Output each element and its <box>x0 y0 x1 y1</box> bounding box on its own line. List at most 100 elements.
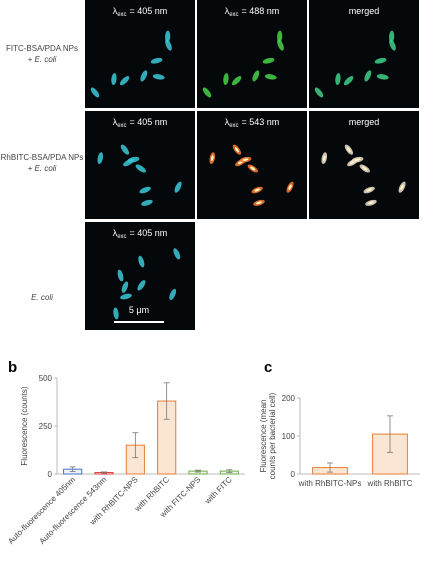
cell <box>120 144 130 155</box>
cell <box>231 76 242 86</box>
image-bg <box>309 111 419 219</box>
header-text: = 405 nm <box>130 117 168 127</box>
error-bar <box>226 469 233 473</box>
subscript: exc <box>229 12 238 18</box>
cell <box>169 288 177 301</box>
row-species: + E. coli <box>28 55 57 64</box>
cell <box>223 73 229 86</box>
y-axis-label: Fluorescence (counts) <box>20 386 29 465</box>
row-species: E. coli <box>31 293 53 302</box>
cell-core <box>234 147 239 153</box>
cell <box>314 87 324 98</box>
cell <box>335 73 341 86</box>
cell <box>97 152 104 165</box>
image-header: λexc = 405 nm <box>113 117 168 129</box>
error-bar <box>69 466 76 472</box>
y-tick-label: 0 <box>48 470 53 479</box>
y-tick-label: 100 <box>282 432 296 441</box>
panel-label: c <box>264 359 272 376</box>
y-tick-label: 200 <box>282 394 296 403</box>
cell <box>119 76 130 86</box>
cell-core <box>256 201 262 205</box>
cell-core <box>288 184 292 190</box>
cell <box>140 70 148 82</box>
cell <box>165 30 171 43</box>
error-bar <box>101 471 107 474</box>
error-bar <box>327 462 333 473</box>
header-text: merged <box>349 117 380 127</box>
image-bg <box>85 111 195 219</box>
y-tick-label: 500 <box>39 374 53 383</box>
row-species: + E. coli <box>28 164 57 173</box>
cell <box>173 248 181 260</box>
cell <box>139 186 151 194</box>
bar <box>372 433 408 475</box>
row-label: FITC-BSA/PDA NPs <box>6 44 78 53</box>
cell <box>111 73 117 86</box>
cell <box>343 76 354 86</box>
cell-core <box>354 158 361 161</box>
cell-core <box>242 158 249 161</box>
image-bg <box>85 0 195 108</box>
micrograph: merged <box>309 111 419 219</box>
error-bar <box>195 469 201 473</box>
image-header: λexc = 405 nm <box>113 6 168 18</box>
image-header: λexc = 405 nm <box>113 228 168 240</box>
error-bar <box>387 415 393 453</box>
cell-core <box>254 188 260 192</box>
micrograph: λexc = 488 nm <box>197 0 307 108</box>
image-bg <box>197 0 307 108</box>
error-bar <box>132 432 139 459</box>
x-tick-label: with RhBITC <box>367 479 413 488</box>
header-text: merged <box>349 6 380 16</box>
symbol: λ <box>113 6 118 16</box>
cell <box>174 181 182 193</box>
cell-core <box>322 155 326 162</box>
image-bg <box>197 111 307 219</box>
y-axis-label: Fluorescence (meancounts per bacterial c… <box>259 392 277 479</box>
header-text: = 405 nm <box>130 6 168 16</box>
symbol: λ <box>113 228 118 238</box>
micrograph: λexc = 405 nm <box>85 222 195 330</box>
cell <box>150 57 163 64</box>
symbol: λ <box>225 117 230 127</box>
y-tick-label: 250 <box>39 422 53 431</box>
image-bg <box>85 222 195 330</box>
cell <box>376 74 389 80</box>
symbol: λ <box>225 6 230 16</box>
cell <box>120 293 132 300</box>
cell-core <box>346 147 351 153</box>
cell-core <box>362 166 368 171</box>
cell <box>364 70 372 82</box>
micrograph: merged <box>309 0 419 108</box>
cell <box>113 307 119 320</box>
cell-core <box>368 201 374 205</box>
cell-core <box>250 166 256 171</box>
x-tick-label: with RhBITC-NPs <box>298 479 362 488</box>
cell <box>389 30 395 43</box>
symbol: λ <box>113 117 118 127</box>
subscript: exc <box>117 12 126 18</box>
cell <box>374 57 387 64</box>
y-axis-label-line: Fluorescence (mean <box>259 400 268 473</box>
cell <box>121 281 129 293</box>
cell-core <box>210 155 214 162</box>
panel-label: b <box>8 359 17 376</box>
y-axis-label-line: counts per bacterial cell) <box>268 392 277 479</box>
micrograph: λexc = 543 nm <box>197 111 307 219</box>
cell <box>117 269 124 282</box>
cell <box>90 87 100 98</box>
image-header: λexc = 488 nm <box>225 6 280 18</box>
row-label: RhBITC-BSA/PDA NPs <box>1 153 84 162</box>
x-tick-label: with FITC <box>202 475 233 506</box>
header-text: = 488 nm <box>242 6 280 16</box>
subscript: exc <box>117 123 126 129</box>
image-bg <box>309 0 419 108</box>
image-header: merged <box>349 6 380 16</box>
scale-bar-label: 5 μm <box>129 305 149 315</box>
image-header: λexc = 543 nm <box>225 117 280 129</box>
header-text: = 405 nm <box>130 228 168 238</box>
